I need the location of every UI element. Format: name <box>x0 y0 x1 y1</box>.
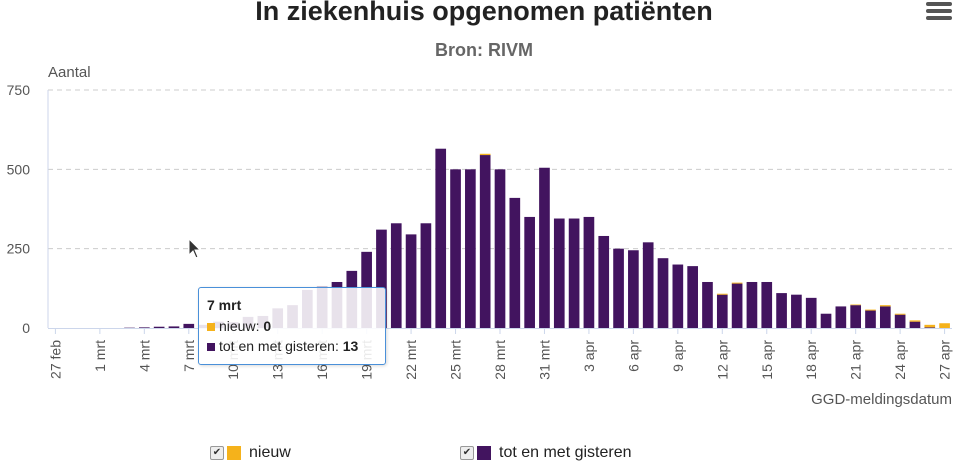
bar-nieuw <box>924 324 936 328</box>
nieuw-swatch-icon <box>227 446 241 460</box>
bar-tot-en-met-gisteren <box>850 305 862 328</box>
bar-tot-en-met-gisteren <box>598 235 610 328</box>
bar-nieuw <box>865 309 876 311</box>
checkbox-icon[interactable]: ✔ <box>210 446 224 460</box>
x-tick-label: 6 apr <box>625 340 641 372</box>
bar-tot-en-met-gisteren <box>820 313 832 328</box>
x-tick-label: 15 apr <box>759 340 775 380</box>
chart-title: In ziekenhuis opgenomen patiënten <box>255 0 713 26</box>
bar-tot-en-met-gisteren <box>924 327 936 328</box>
bar-nieuw <box>479 153 491 156</box>
bar-nieuw <box>909 320 921 322</box>
bar-tot-en-met-gisteren <box>835 306 847 328</box>
bar-tot-en-met-gisteren <box>642 242 654 328</box>
x-tick-label: 31 mrt <box>536 340 552 380</box>
x-tick-label: 4 mrt <box>136 340 152 372</box>
bar-nieuw <box>850 304 862 306</box>
bar-tot-en-met-gisteren <box>450 169 461 328</box>
bar-tot-en-met-gisteren <box>894 314 906 328</box>
mouse-cursor-icon <box>188 238 202 259</box>
y-tick-label: 0 <box>22 320 30 336</box>
bar-tot-en-met-gisteren <box>524 216 535 328</box>
bar-tot-en-met-gisteren <box>376 229 387 328</box>
bar-tot-en-met-gisteren <box>479 155 491 328</box>
bar-nieuw <box>894 313 906 315</box>
bar-tot-en-met-gisteren <box>672 264 684 328</box>
bar-nieuw <box>879 305 891 307</box>
y-tick-label: 500 <box>7 161 31 177</box>
legend-item-nieuw[interactable]: ✔ nieuw <box>210 444 291 462</box>
bar-tot-en-met-gisteren <box>153 326 165 328</box>
y-tick-label: 750 <box>7 82 31 98</box>
chart-subtitle: Bron: RIVM <box>435 40 533 60</box>
bar-tot-en-met-gisteren <box>405 234 417 328</box>
bar-tot-en-met-gisteren <box>687 266 698 328</box>
bar-tot-en-met-gisteren <box>657 258 669 328</box>
tooltip-row2-value: 13 <box>342 338 359 354</box>
bar-tot-en-met-gisteren <box>791 294 802 328</box>
tooltip-row-nieuw: nieuw: 0 <box>207 318 271 334</box>
bar-nieuw <box>731 282 743 284</box>
x-tick-label: 27 feb <box>47 340 63 379</box>
bar-tot-en-met-gisteren <box>509 197 521 328</box>
gisteren-swatch-icon <box>477 446 491 460</box>
x-tick-label: 24 apr <box>892 340 908 380</box>
nieuw-swatch-icon <box>207 323 215 331</box>
x-tick-label: 9 apr <box>670 340 686 372</box>
legend-label-nieuw: nieuw <box>249 444 291 461</box>
x-tick-label: 22 mrt <box>403 340 419 380</box>
bar-tot-en-met-gisteren <box>435 148 447 328</box>
tooltip-date: 7 mrt <box>207 297 242 313</box>
bar-tot-en-met-gisteren <box>494 169 506 328</box>
x-tick-label: 27 apr <box>937 340 953 380</box>
bar-tot-en-met-gisteren <box>420 223 432 328</box>
y-tick-label: 250 <box>7 241 31 257</box>
bar-nieuw <box>716 293 728 295</box>
tooltip-row1-label: nieuw: <box>219 318 264 334</box>
bar-tot-en-met-gisteren <box>761 281 773 328</box>
bar-tot-en-met-gisteren <box>568 218 580 328</box>
bar-tot-en-met-gisteren <box>138 327 150 328</box>
bar-tot-en-met-gisteren <box>390 223 402 328</box>
bar-tot-en-met-gisteren <box>909 321 921 328</box>
x-tick-label: 28 mrt <box>492 340 508 380</box>
bar-tot-en-met-gisteren <box>776 293 787 328</box>
bar-tot-en-met-gisteren <box>465 169 476 328</box>
x-tick-label: 7 mrt <box>181 340 197 372</box>
x-tick-label: 1 mrt <box>92 340 108 372</box>
legend-item-gisteren[interactable]: ✔ tot en met gisteren <box>460 444 632 462</box>
x-axis-title: GGD-meldingsdatum <box>811 391 952 408</box>
bar-tot-en-met-gisteren <box>183 323 195 328</box>
bar-tot-en-met-gisteren <box>168 326 180 328</box>
bar-tot-en-met-gisteren <box>746 281 758 328</box>
hamburger-menu-icon[interactable] <box>926 2 952 24</box>
bar-nieuw <box>939 323 950 328</box>
x-tick-label: 18 apr <box>803 340 819 380</box>
x-tick-label: 21 apr <box>848 340 864 380</box>
bar-tot-en-met-gisteren <box>731 283 743 328</box>
bar-tot-en-met-gisteren <box>702 281 713 328</box>
tooltip-row2-label: tot en met gisteren: <box>219 338 343 354</box>
y-axis-title: Aantal <box>48 64 91 81</box>
bar-tot-en-met-gisteren <box>583 216 595 328</box>
bar-tot-en-met-gisteren <box>805 297 817 328</box>
bar-tot-en-met-gisteren <box>879 306 891 328</box>
x-tick-label: 12 apr <box>714 340 730 380</box>
bar-tot-en-met-gisteren <box>628 250 639 328</box>
tooltip-row-gisteren: tot en met gisteren: 13 <box>207 338 358 354</box>
x-tick-label: 3 apr <box>581 340 597 372</box>
y-tick-labels: 0 250 500 750 <box>7 82 31 336</box>
checkbox-icon[interactable]: ✔ <box>460 446 474 460</box>
bar-tot-en-met-gisteren <box>865 310 876 328</box>
gisteren-swatch-icon <box>207 343 215 351</box>
tooltip: 7 mrt nieuw: 0 tot en met gisteren: 13 <box>198 287 386 365</box>
x-tick-label: 25 mrt <box>448 340 464 380</box>
legend-label-gisteren: tot en met gisteren <box>499 444 632 461</box>
bar-tot-en-met-gisteren <box>539 167 550 328</box>
bar-tot-en-met-gisteren <box>553 218 565 328</box>
bar-tot-en-met-gisteren <box>613 248 624 328</box>
bar-tot-en-met-gisteren <box>716 294 728 328</box>
tooltip-row1-value: 0 <box>263 318 272 334</box>
